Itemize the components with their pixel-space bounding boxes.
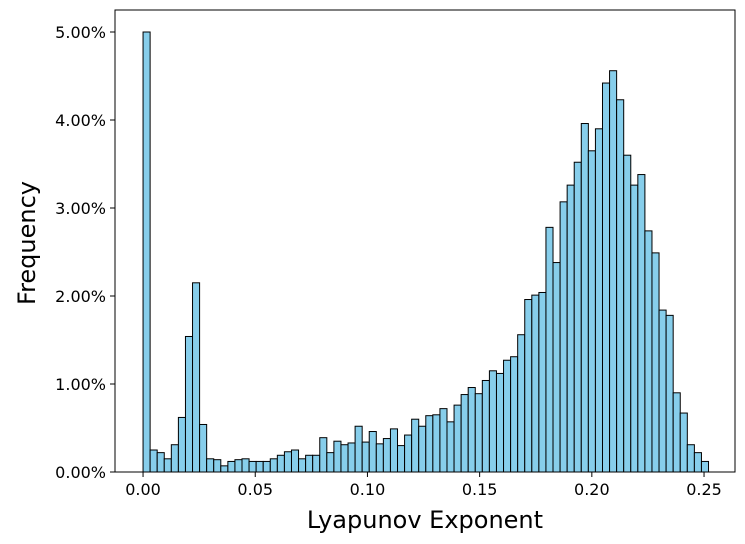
y-tick-label: 2.00% bbox=[55, 287, 106, 306]
bar bbox=[446, 421, 455, 473]
bar bbox=[679, 412, 688, 473]
bar bbox=[361, 441, 370, 473]
bar bbox=[255, 460, 264, 473]
bar bbox=[347, 442, 356, 473]
bar bbox=[163, 458, 172, 473]
bar bbox=[184, 335, 194, 473]
bar bbox=[425, 415, 434, 473]
bar bbox=[354, 425, 363, 473]
bar bbox=[517, 334, 526, 473]
bar bbox=[644, 230, 653, 473]
bar bbox=[559, 201, 568, 473]
y-tick-label: 4.00% bbox=[55, 111, 106, 130]
bar bbox=[467, 387, 476, 473]
bar bbox=[552, 262, 561, 473]
bar bbox=[587, 150, 596, 473]
bar bbox=[637, 174, 646, 473]
bar bbox=[524, 299, 533, 473]
plot-frame bbox=[114, 9, 736, 473]
bar bbox=[686, 444, 695, 473]
bar bbox=[305, 454, 314, 473]
bar bbox=[298, 458, 307, 473]
bar bbox=[693, 452, 702, 473]
bar bbox=[319, 437, 328, 473]
bar bbox=[545, 226, 554, 473]
bar bbox=[227, 460, 236, 473]
bar bbox=[616, 99, 625, 473]
x-tick-label: 0.20 bbox=[574, 480, 610, 499]
bar bbox=[206, 458, 215, 473]
bar bbox=[658, 309, 667, 473]
x-tick-label: 0.00 bbox=[125, 480, 161, 499]
bar bbox=[312, 454, 321, 473]
bar bbox=[375, 443, 384, 473]
bar bbox=[460, 394, 469, 473]
y-tick-label: 1.00% bbox=[55, 375, 106, 394]
bar bbox=[213, 459, 222, 473]
bar bbox=[432, 414, 441, 473]
bar bbox=[142, 31, 151, 473]
bar bbox=[439, 408, 448, 473]
bar bbox=[700, 460, 710, 473]
bar bbox=[566, 184, 575, 473]
bar bbox=[573, 161, 582, 473]
bar bbox=[333, 440, 342, 473]
bar bbox=[474, 393, 483, 473]
bar bbox=[488, 370, 497, 473]
bar bbox=[601, 82, 611, 473]
bar bbox=[404, 434, 413, 473]
bar bbox=[269, 458, 278, 473]
bar bbox=[623, 154, 632, 473]
bar bbox=[326, 452, 335, 473]
bar bbox=[156, 452, 165, 473]
bar bbox=[340, 444, 349, 473]
bar bbox=[510, 356, 519, 473]
bar bbox=[594, 128, 603, 473]
bar bbox=[368, 431, 377, 473]
bar bbox=[411, 418, 420, 473]
x-tick-label: 0.25 bbox=[686, 480, 722, 499]
bar bbox=[192, 282, 201, 473]
bar bbox=[241, 458, 250, 473]
bar bbox=[453, 404, 462, 473]
x-tick-label: 0.15 bbox=[462, 480, 498, 499]
bar bbox=[609, 70, 618, 473]
bar bbox=[283, 451, 292, 473]
bar bbox=[418, 425, 427, 473]
bar bbox=[531, 294, 540, 473]
bar bbox=[149, 449, 158, 473]
y-tick-label: 3.00% bbox=[55, 199, 106, 218]
bar bbox=[397, 445, 406, 473]
bar bbox=[199, 423, 208, 473]
bar bbox=[495, 372, 505, 473]
x-tick-label: 0.10 bbox=[350, 480, 386, 499]
bar bbox=[665, 314, 674, 473]
bar bbox=[276, 454, 285, 473]
y-axis-label: Frequency bbox=[13, 181, 41, 305]
bar bbox=[538, 291, 547, 473]
bar bbox=[672, 392, 681, 473]
bar bbox=[382, 438, 391, 473]
bar bbox=[290, 449, 300, 473]
y-tick-label: 0.00% bbox=[55, 463, 106, 482]
bar bbox=[234, 459, 243, 473]
y-tick-label: 5.00% bbox=[55, 23, 106, 42]
x-tick-label: 0.05 bbox=[237, 480, 273, 499]
bar bbox=[630, 184, 639, 473]
bar bbox=[651, 252, 660, 473]
bar bbox=[503, 359, 512, 473]
bar bbox=[220, 465, 229, 473]
bar bbox=[481, 379, 490, 473]
bar bbox=[170, 444, 179, 473]
bar bbox=[580, 123, 589, 473]
bar bbox=[177, 416, 186, 473]
bar bbox=[389, 428, 399, 473]
bar bbox=[248, 460, 257, 473]
x-axis-label: Lyapunov Exponent bbox=[307, 506, 543, 534]
bar bbox=[262, 460, 271, 473]
